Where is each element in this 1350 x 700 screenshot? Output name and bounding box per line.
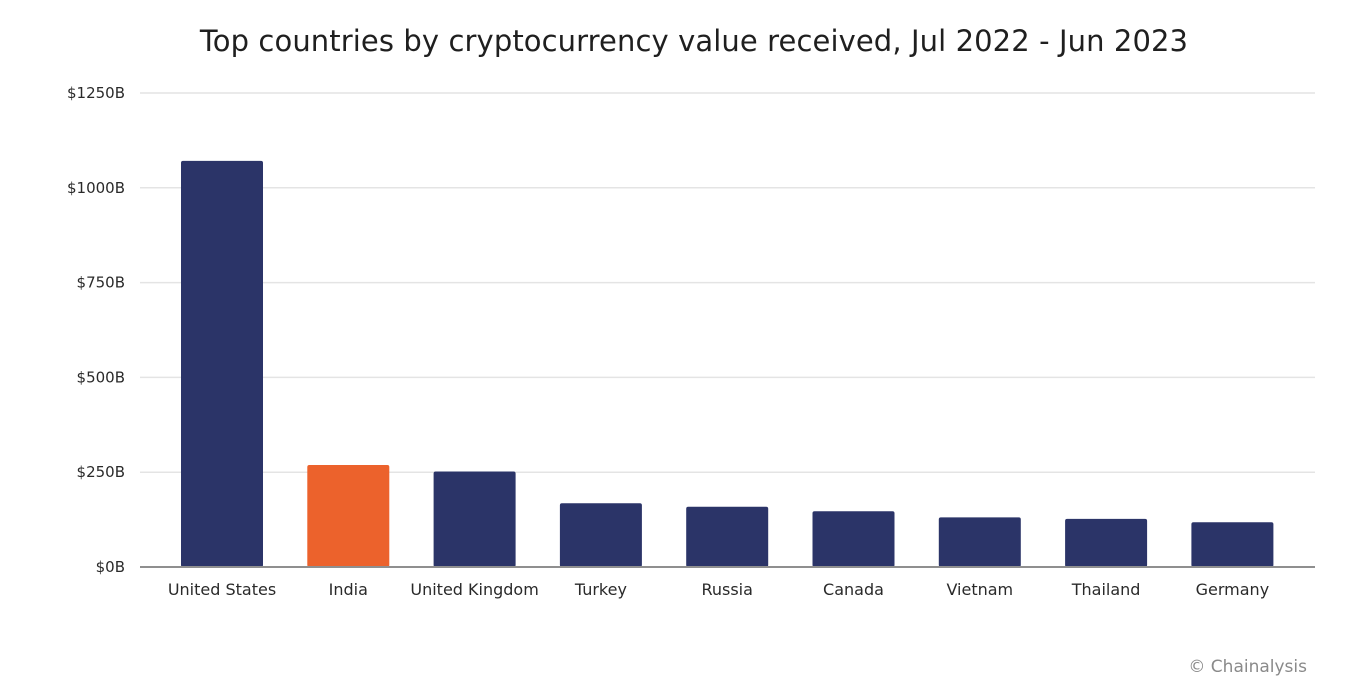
y-tick-label: $750B	[77, 274, 125, 292]
x-tick-label: Germany	[1196, 580, 1270, 599]
bar	[433, 471, 516, 567]
chainalysis-watermark: © Chainalysis	[1188, 657, 1307, 677]
y-tick-label: $250B	[77, 463, 125, 481]
x-tick-label: United States	[168, 580, 276, 599]
bar	[559, 503, 642, 567]
x-tick-label: India	[329, 580, 368, 599]
x-tick-label: Vietnam	[946, 580, 1013, 599]
y-tick-label: $500B	[77, 368, 125, 386]
bar	[1191, 522, 1274, 567]
bar	[307, 464, 390, 567]
bar	[812, 511, 895, 567]
x-tick-label: Russia	[701, 580, 752, 599]
y-tick-label: $0B	[96, 558, 125, 576]
bar	[1065, 518, 1148, 567]
bar	[938, 517, 1021, 567]
chart-title: Top countries by cryptocurrency value re…	[199, 24, 1189, 58]
bar	[686, 506, 769, 567]
bars	[181, 160, 1274, 567]
x-tick-label: Turkey	[574, 580, 627, 599]
bar	[181, 160, 263, 567]
x-tick-label: Canada	[823, 580, 884, 599]
gridlines	[140, 92, 1315, 473]
x-tick-label: Thailand	[1071, 580, 1141, 599]
y-tick-label: $1250B	[67, 84, 125, 102]
x-tick-label: United Kingdom	[410, 580, 538, 599]
y-tick-label: $1000B	[67, 179, 125, 197]
axes: $0B $250B $500B $750B $1000B $1250B United Sta…	[67, 84, 1315, 599]
